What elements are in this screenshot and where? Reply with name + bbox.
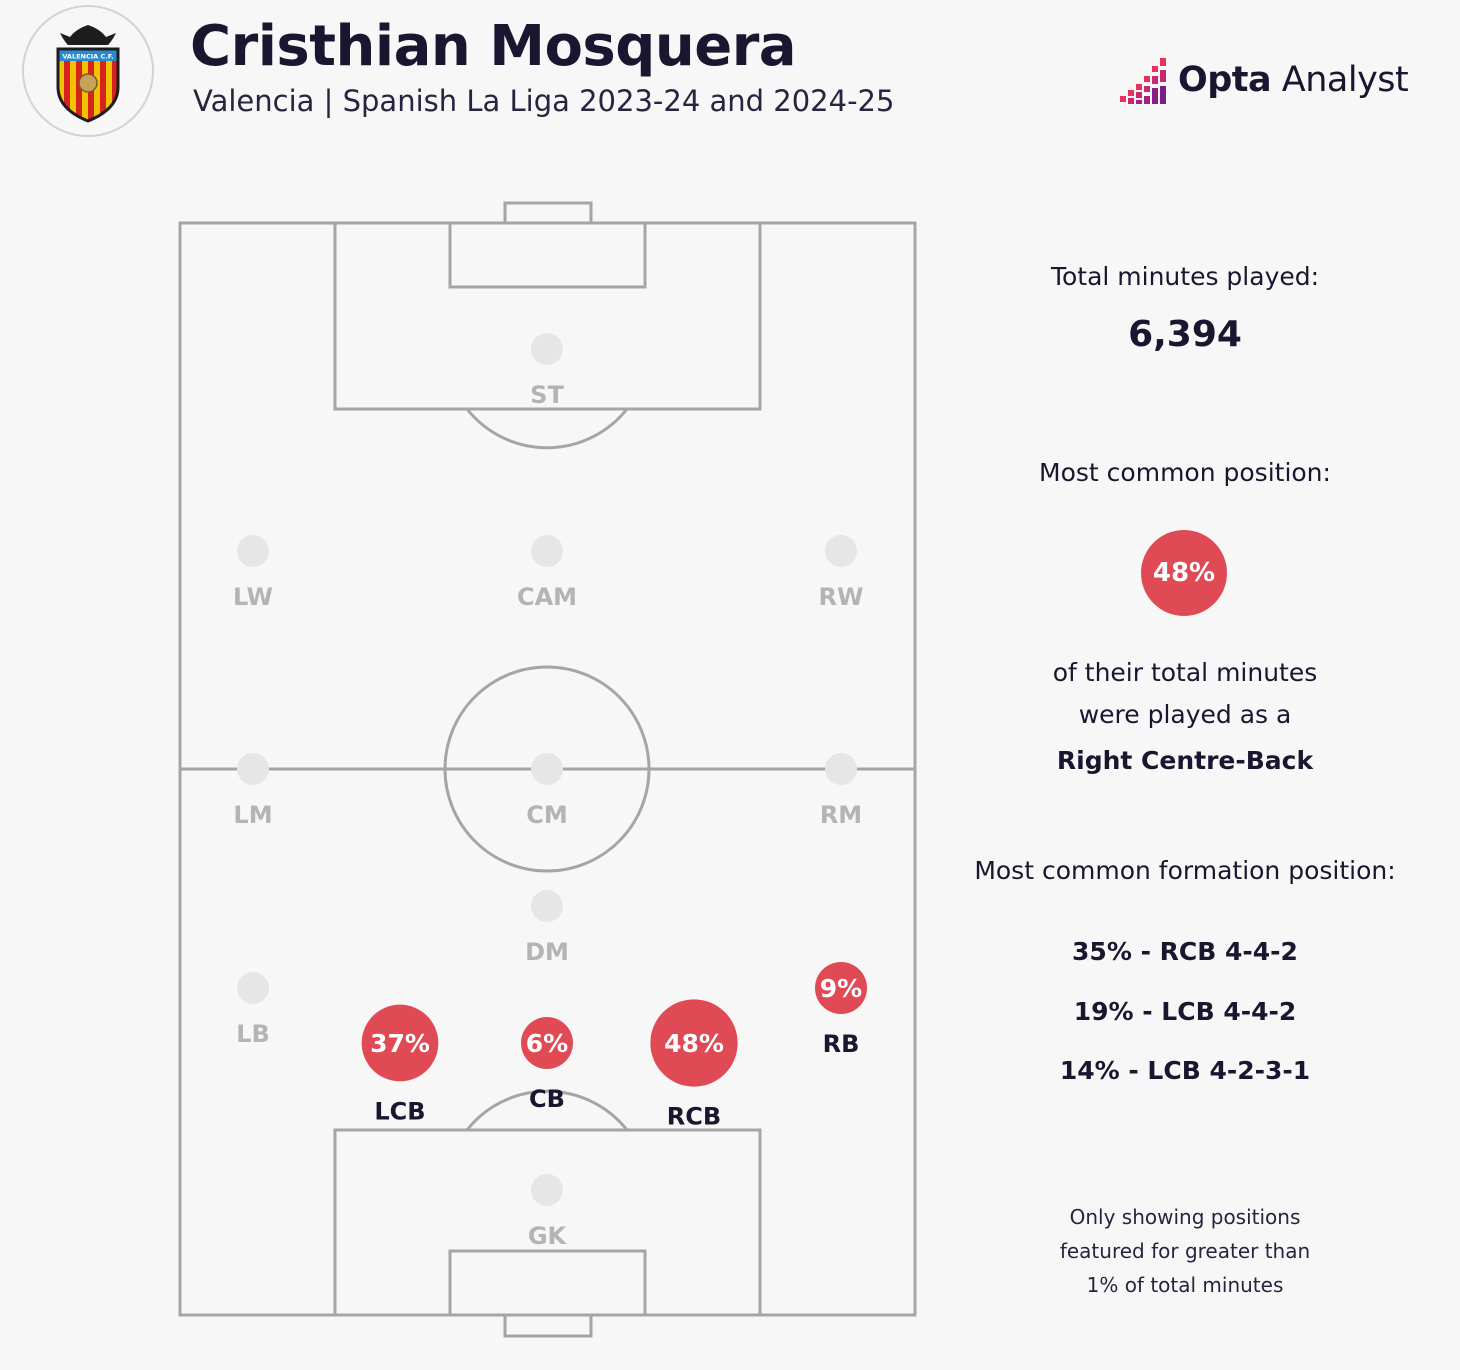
top-six-yard-box — [448, 221, 647, 289]
page-subtitle: Valencia | Spanish La Liga 2023-24 and 2… — [193, 84, 895, 118]
position-st: ST — [530, 333, 564, 409]
position-lb: LB — [236, 972, 270, 1048]
position-label: CM — [526, 801, 568, 829]
position-label: RB — [823, 1030, 860, 1058]
position-rm: RM — [820, 753, 862, 829]
top-goal — [503, 201, 593, 225]
position-marker — [237, 972, 269, 1004]
position-marker — [237, 535, 269, 567]
position-rcb: 48% RCB — [650, 999, 738, 1131]
position-label: RW — [819, 583, 864, 611]
formation-item: 19% - LCB 4-4-2 — [1073, 997, 1297, 1026]
position-cam: CAM — [517, 535, 577, 611]
position-label: LW — [233, 583, 273, 611]
position-label: CB — [529, 1085, 565, 1113]
position-label: DM — [525, 938, 569, 966]
position-gk: GK — [528, 1174, 568, 1250]
position-marker — [361, 1004, 439, 1082]
position-marker — [237, 753, 269, 785]
position-marker — [815, 962, 867, 1014]
common-position-badge: 48% — [1141, 530, 1227, 616]
position-cb: 6% CB — [521, 1017, 573, 1113]
position-percentage: 9% — [820, 974, 862, 1003]
position-dm: DM — [525, 890, 569, 966]
position-label: CAM — [517, 583, 577, 611]
page-title: Cristhian Mosquera — [190, 14, 797, 79]
position-marker — [825, 753, 857, 785]
position-label: LCB — [374, 1097, 425, 1125]
description-line-1: of their total minutes — [1052, 658, 1318, 687]
bottom-six-yard-box — [448, 1249, 647, 1317]
opta-bars-icon — [1120, 58, 1166, 104]
top-penalty-arc — [465, 408, 629, 450]
position-marker — [531, 535, 563, 567]
club-crest: VALENCIA C.F. — [22, 5, 154, 137]
position-marker — [825, 535, 857, 567]
position-percentage: 6% — [526, 1029, 568, 1058]
brand-name: Opta Analyst — [1178, 60, 1409, 100]
position-label: ST — [530, 381, 564, 409]
position-percentage: 48% — [664, 1029, 724, 1058]
position-label: LM — [233, 801, 272, 829]
formation-label: Most common formation position: — [974, 856, 1396, 885]
position-label: RCB — [667, 1103, 721, 1131]
position-rb: 9% RB — [815, 962, 867, 1058]
position-marker — [531, 333, 563, 365]
position-lcb: 37% LCB — [361, 1004, 439, 1125]
common-position-description: of their total minutes were played as a — [960, 652, 1410, 736]
position-marker — [521, 1017, 573, 1069]
position-lm: LM — [233, 753, 273, 829]
svg-text:VALENCIA C.F.: VALENCIA C.F. — [62, 53, 113, 61]
total-minutes-label: Total minutes played: — [1050, 262, 1320, 291]
common-position-label: Most common position: — [1039, 458, 1331, 487]
position-marker — [650, 999, 738, 1087]
total-minutes-value: 6,394 — [1128, 314, 1242, 355]
footnote-line: featured for greater than — [1059, 1239, 1311, 1263]
formation-item: 14% - LCB 4-2-3-1 — [1059, 1056, 1311, 1085]
position-label: GK — [528, 1222, 568, 1250]
bottom-penalty-arc — [465, 1089, 629, 1131]
position-marker — [531, 890, 563, 922]
centre-circle — [443, 665, 651, 873]
common-position-name: Right Centre-Back — [1056, 746, 1314, 775]
position-label: RM — [820, 801, 862, 829]
position-label: LB — [236, 1020, 270, 1048]
bottom-goal — [503, 1313, 593, 1338]
description-line-2: were played as a — [1078, 700, 1292, 729]
brand-logo: Opta Analyst — [1118, 56, 1409, 106]
position-cm: CM — [526, 753, 568, 829]
footnote: Only showing positions featured for grea… — [960, 1200, 1410, 1302]
position-rw: RW — [819, 535, 864, 611]
position-percentage: 37% — [370, 1029, 430, 1058]
position-marker — [531, 1174, 563, 1206]
footnote-line: Only showing positions — [1069, 1205, 1301, 1229]
footnote-line: 1% of total minutes — [1086, 1273, 1284, 1297]
formation-item: 35% - RCB 4-4-2 — [1072, 937, 1298, 966]
crest-icon: VALENCIA C.F. — [56, 25, 120, 123]
position-lw: LW — [233, 535, 273, 611]
position-marker — [531, 753, 563, 785]
